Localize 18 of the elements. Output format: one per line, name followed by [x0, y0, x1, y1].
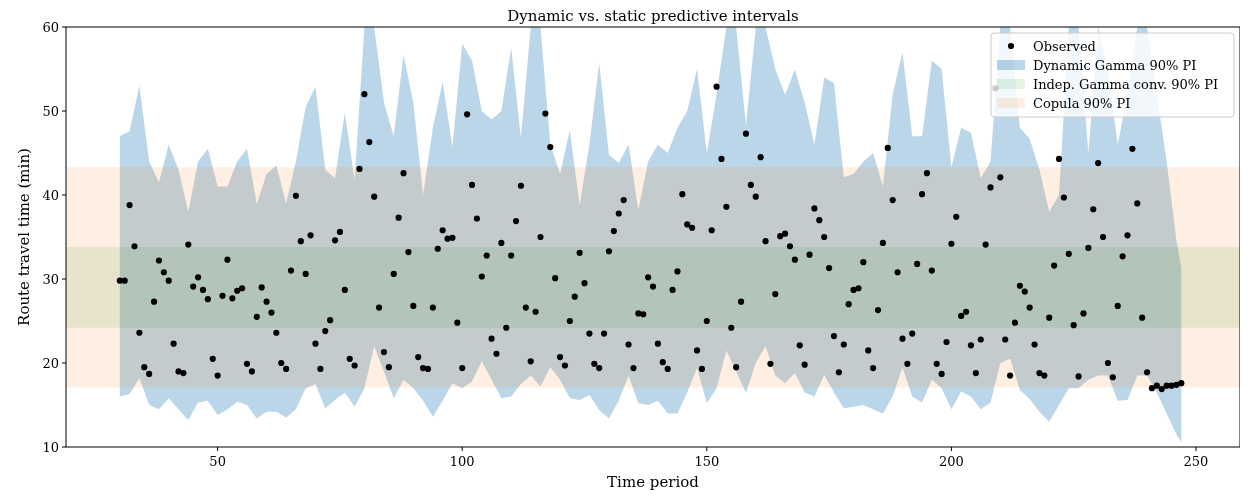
x-tick-label: 250: [1183, 454, 1209, 469]
y-tick-label: 30: [42, 271, 59, 287]
legend-label: Indep. Gamma conv. 90% PI: [1033, 76, 1219, 92]
x-tick-label: 200: [938, 454, 964, 469]
legend-label: Observed: [1033, 38, 1096, 54]
y-tick-label: 20: [42, 355, 59, 371]
legend-label: Dynamic Gamma 90% PI: [1033, 57, 1197, 73]
x-tick-label: 100: [449, 454, 475, 469]
x-tick-label: 50: [209, 454, 226, 469]
x-tick-label: 150: [694, 454, 720, 469]
legend-label: Copula 90% PI: [1033, 95, 1131, 111]
y-axis-title: Route travel time (min): [15, 148, 33, 326]
y-tick-label: 60: [42, 19, 59, 35]
y-tick-label: 50: [42, 103, 59, 119]
chart-title: Dynamic vs. static predictive intervals: [507, 7, 799, 25]
y-tick-label: 40: [42, 187, 59, 203]
y-tick-label: 10: [42, 439, 59, 455]
x-axis-title: Time period: [607, 473, 700, 491]
